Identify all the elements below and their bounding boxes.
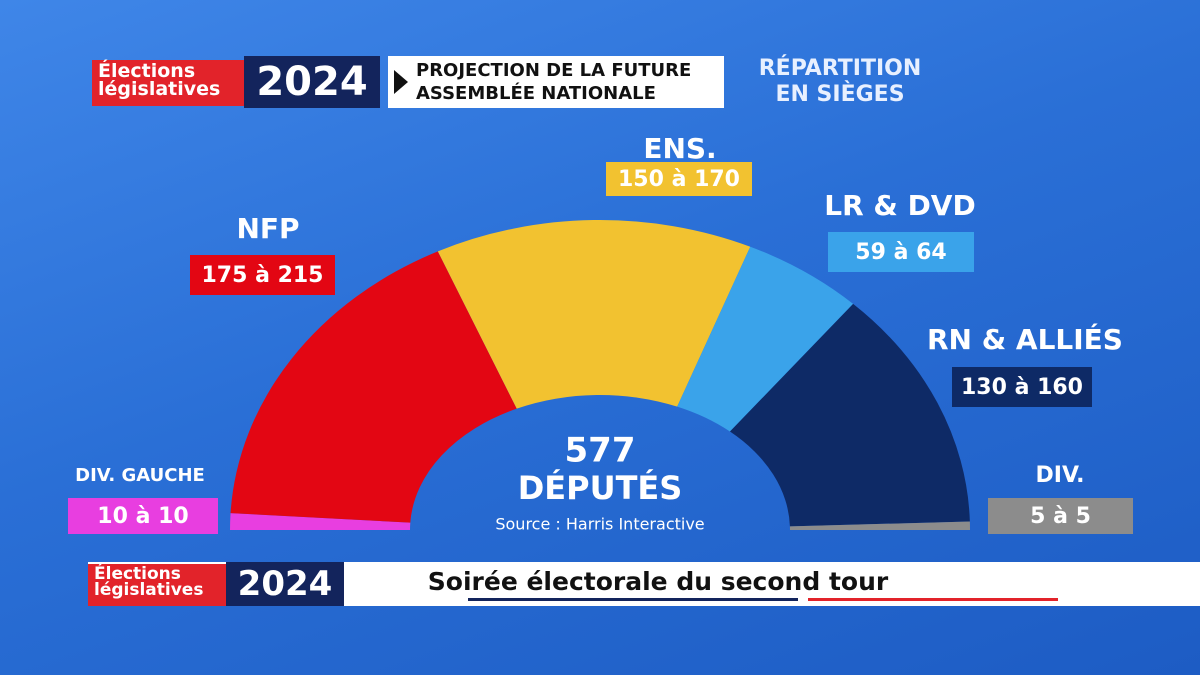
range-box xyxy=(828,232,974,272)
range-label: 130 à 160 xyxy=(961,375,1083,400)
header-title-box: PROJECTION DE LA FUTURE ASSEMBLÉE NATION… xyxy=(388,56,724,108)
range-box xyxy=(606,162,752,196)
range-box xyxy=(190,255,335,295)
header-title: PROJECTION DE LA FUTURE ASSEMBLÉE NATION… xyxy=(416,60,692,104)
range-box xyxy=(952,367,1092,407)
badge-line: législatives xyxy=(94,580,204,601)
range-box xyxy=(68,498,218,534)
party-name: LR & DVD xyxy=(824,189,975,222)
range-label: 175 à 215 xyxy=(201,263,323,288)
seat-segment xyxy=(230,513,411,530)
party-name: DIV. GAUCHE xyxy=(75,465,205,486)
party-name: NFP xyxy=(236,212,299,245)
range-label: 59 à 64 xyxy=(855,240,946,265)
header-subtitle: RÉPARTITION EN SIÈGES xyxy=(758,56,922,107)
party-name: RN & ALLIÉS xyxy=(927,322,1123,356)
party-name: DIV. xyxy=(1036,463,1085,488)
seat-segment xyxy=(729,303,970,527)
footer-badge: Élections législatives xyxy=(88,564,232,606)
seat-segment xyxy=(677,246,854,432)
range-label: 150 à 170 xyxy=(618,167,740,192)
footer-year: 2024 xyxy=(226,562,344,606)
underline xyxy=(468,598,798,601)
underline xyxy=(808,598,1058,601)
seat-segment xyxy=(789,521,970,530)
arrow xyxy=(394,70,408,94)
range-label: 5 à 5 xyxy=(1030,504,1091,529)
badge-line: Élections xyxy=(98,60,196,82)
total: 577 xyxy=(565,431,636,471)
range-label: 10 à 10 xyxy=(97,504,188,529)
range-box xyxy=(988,498,1133,534)
party-name: ENS. xyxy=(643,132,716,165)
badge-line: législatives xyxy=(98,78,221,101)
badge-line: Élections xyxy=(94,564,181,584)
total-label: DÉPUTÉS xyxy=(518,469,683,507)
seat-segment xyxy=(437,220,751,409)
seat-segment xyxy=(230,251,517,523)
footer-title: Soirée électorale du second tour xyxy=(427,567,889,596)
header-year: 2024 xyxy=(244,56,380,108)
header-badge: Élections législatives xyxy=(92,60,244,106)
source: Source : Harris Interactive xyxy=(495,515,704,534)
